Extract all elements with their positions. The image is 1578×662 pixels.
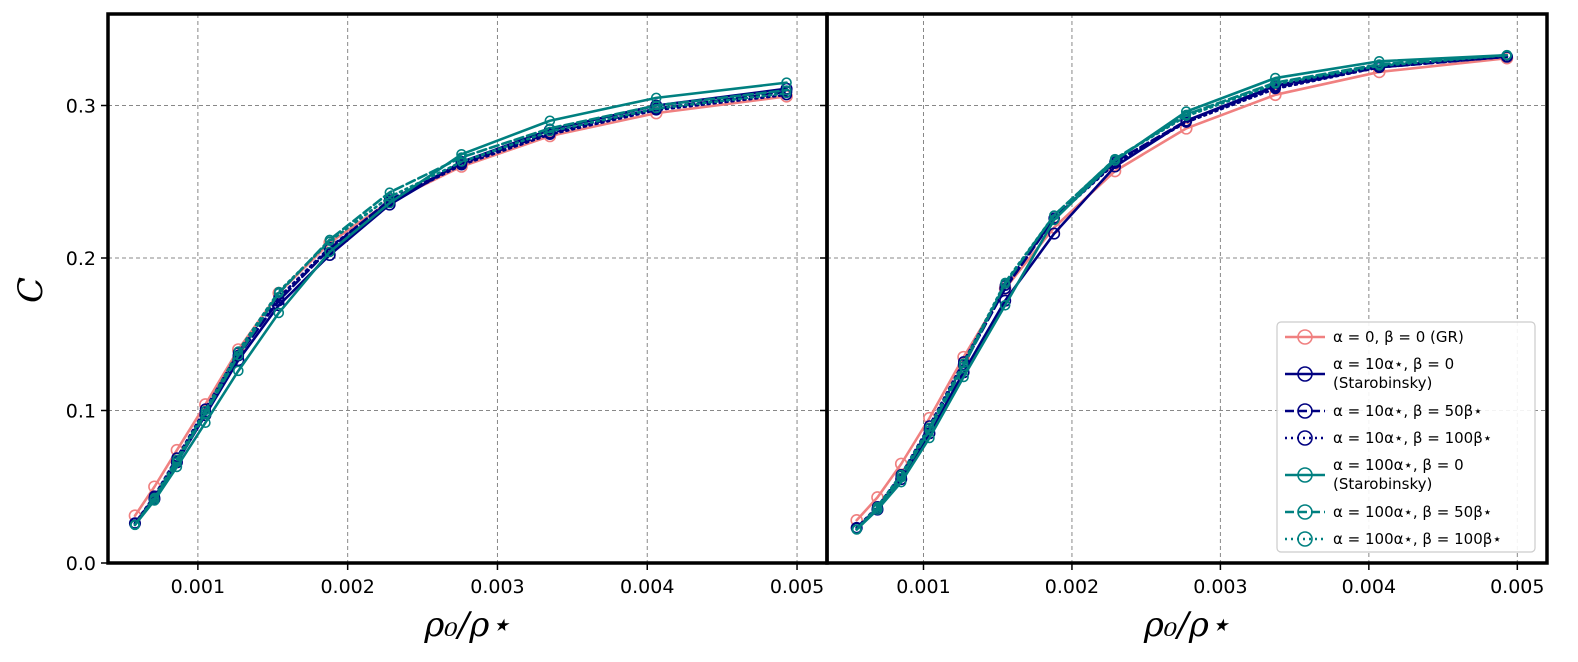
legend-label: α = 10α⋆, β = 100β⋆: [1333, 429, 1492, 447]
legend-label-line2: (Starobinsky): [1333, 374, 1432, 392]
data-point: [1181, 111, 1192, 121]
legend-box: [1276, 321, 1536, 553]
y-axis-label: C: [11, 277, 51, 303]
y-tick-label: 0.1: [66, 401, 96, 423]
data-point: [781, 88, 792, 99]
x-tick-label: 0.004: [620, 576, 674, 598]
data-point: [781, 85, 792, 96]
legend-marker: [1297, 430, 1313, 446]
legend-marker: [1297, 504, 1313, 520]
data-point: [924, 432, 935, 444]
series-line: [855, 53, 1509, 531]
series-line: [133, 81, 788, 527]
y-tick-label: 0.0: [66, 553, 96, 575]
data-point: [924, 422, 935, 433]
series-line: [133, 88, 788, 527]
data-point: [896, 469, 907, 480]
data-point: [384, 192, 395, 202]
data-point: [172, 454, 182, 465]
data-point: [1048, 227, 1061, 240]
data-point: [233, 365, 244, 377]
data-point: [130, 520, 140, 530]
x-tick-label: 0.002: [320, 576, 374, 598]
data-point: [1269, 88, 1282, 102]
data-point: [958, 358, 969, 369]
data-point: [456, 149, 467, 160]
data-point: [1110, 154, 1120, 164]
legend-label: α = 100α⋆, β = 0: [1333, 456, 1464, 474]
series-line: [855, 56, 1509, 522]
plot-frame: [825, 12, 1549, 565]
legend-label: α = 100α⋆, β = 50β⋆: [1333, 503, 1492, 521]
series-line: [133, 93, 788, 525]
legend-marker: [1297, 531, 1313, 547]
x-tick-label: 0.005: [1490, 576, 1544, 598]
data-point: [1000, 277, 1010, 288]
x-tick-label: 0.003: [1193, 576, 1247, 598]
legend-marker: [1297, 403, 1313, 419]
x-tick-label: 0.004: [1342, 576, 1396, 598]
data-point: [851, 524, 862, 535]
x-tick-label: 0.003: [470, 576, 524, 598]
data-point: [544, 115, 556, 127]
x-tick-label: 0.001: [896, 576, 950, 598]
x-tick-label: 0.002: [1045, 576, 1099, 598]
legend-marker: [1297, 467, 1313, 483]
data-point: [233, 350, 244, 361]
data-point: [273, 307, 285, 319]
data-point: [544, 128, 556, 141]
data-point: [1502, 50, 1512, 60]
data-point: [651, 103, 662, 114]
legend-marker: [1297, 366, 1313, 382]
data-point: [1270, 79, 1281, 89]
data-point: [273, 286, 284, 297]
legend-label: α = 10α⋆, β = 0: [1333, 355, 1454, 373]
legend-marker: [1297, 329, 1313, 345]
data-point: [781, 77, 792, 88]
data-point: [200, 405, 211, 416]
legend: α = 0, β = 0 (GR)α = 10α⋆, β = 0(Starobi…: [1276, 321, 1536, 553]
legend-label-line2: (Starobinsky): [1333, 475, 1432, 493]
x-axis-label: ρ₀/ρ⋆: [1143, 605, 1230, 645]
left-panel: 0.001 0.002 0.003 0.004 0.005 0.0 0.1 0.2 0.3 ρ₀/…: [11, 12, 829, 645]
data-point: [149, 492, 160, 503]
series-line: [855, 53, 1509, 531]
series-line: [133, 92, 788, 527]
legend-label: α = 100α⋆, β = 100β⋆: [1333, 530, 1502, 548]
data-point: [1179, 122, 1193, 135]
data-point: [200, 408, 211, 419]
data-point: [1180, 116, 1192, 128]
x-axis-label: ρ₀/ρ⋆: [423, 605, 510, 645]
series-line: [133, 95, 788, 518]
x-tick-label: 0.001: [171, 576, 225, 598]
y-tick-label: 0.3: [66, 96, 96, 118]
data-point: [384, 197, 395, 209]
data-point: [233, 346, 244, 356]
data-point: [650, 92, 662, 104]
y-tick-label: 0.2: [66, 248, 96, 270]
data-point: [324, 236, 335, 247]
legend-label: α = 0, β = 0 (GR): [1333, 328, 1464, 346]
data-point: [324, 246, 335, 258]
data-point: [1049, 210, 1059, 221]
x-tick-label: 0.005: [770, 576, 824, 598]
data-point: [545, 126, 555, 137]
data-point: [999, 299, 1011, 311]
data-point: [1374, 61, 1385, 71]
data-point: [456, 157, 467, 167]
legend-label: α = 10α⋆, β = 50β⋆: [1333, 402, 1483, 420]
data-point: [872, 501, 883, 512]
